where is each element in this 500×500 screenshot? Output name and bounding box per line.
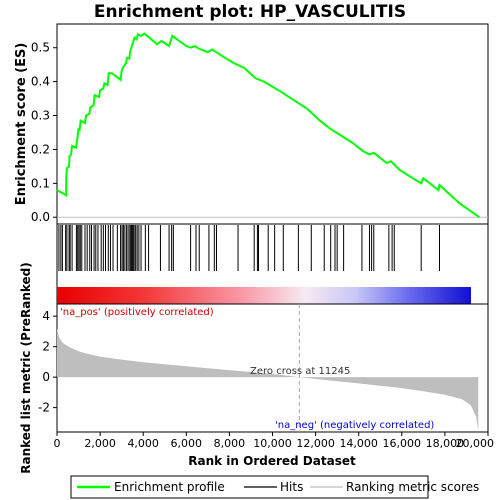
es-y-tick-label: 0.3: [31, 109, 50, 123]
x-tick-label: 18,000: [426, 437, 465, 450]
rank-color-bar: [57, 287, 471, 304]
metric-panel: -2 0 2 4 'na_pos' (positively correlated) '…: [19, 262, 489, 474]
legend-metric-label: Ranking metric scores: [346, 480, 479, 494]
es-y-tick-label: 0.1: [31, 176, 50, 190]
enrichment-profile-line: [56, 32, 480, 219]
metric-y-tick-label: -2: [38, 401, 50, 415]
metric-y-tick-label: 2: [42, 340, 50, 354]
x-tick-label: 10,000: [253, 437, 292, 450]
x-tick-label: 8,000: [214, 437, 246, 450]
legend-enrichment-label: Enrichment profile: [114, 480, 225, 494]
metric-y-ticks: -2 0 2 4: [38, 309, 57, 415]
x-tick-label: 20,000: [456, 437, 495, 450]
metric-y-axis-label: Ranked list metric (PreRanked): [19, 262, 33, 474]
chart-title: Enrichment plot: HP_VASCULITIS: [94, 2, 406, 22]
ranking-metric-area: [57, 328, 479, 431]
legend: Enrichment profile Hits Ranking: [70, 475, 479, 499]
metric-y-tick-label: 4: [42, 309, 50, 323]
es-y-axis-label: Enrichment score (ES): [14, 43, 29, 206]
x-tick-label: 12,000: [296, 437, 335, 450]
metric-y-tick-label: 0: [42, 370, 50, 384]
hits-panel: [56, 223, 489, 305]
x-tick-label: 16,000: [383, 437, 422, 450]
es-plot-area: [56, 23, 489, 225]
es-y-tick-label: 0.5: [31, 41, 50, 55]
es-y-tick-label: 0.0: [31, 210, 50, 224]
x-tick-label: 2,000: [84, 437, 116, 450]
pos-label: 'na_pos' (positively correlated): [60, 307, 214, 318]
neg-label: 'na_neg' (negatively correlated): [275, 420, 434, 431]
es-panel: 0.0 0.1 0.2 0.3 0.4 0.5 Enrichment score (ES): [14, 23, 489, 225]
x-axis-label: Rank in Ordered Dataset: [188, 454, 356, 468]
x-tick-label: 4,000: [127, 437, 159, 450]
x-tick-label: 6,000: [171, 437, 203, 450]
x-axis-ticks: 0 2,000 4,000 6,000 8,000 10,000 12,000 14,000 1…: [54, 432, 495, 450]
es-y-tick-label: 0.4: [31, 75, 50, 89]
es-y-tick-label: 0.2: [31, 142, 50, 156]
zero-cross-label: Zero cross at 11245: [250, 366, 350, 377]
x-tick-label: 0: [54, 437, 61, 450]
hit-marks: [58, 225, 441, 271]
x-tick-label: 14,000: [339, 437, 378, 450]
es-y-ticks: 0.0 0.1 0.2 0.3 0.4 0.5: [31, 41, 57, 224]
legend-hits-label: Hits: [280, 480, 303, 494]
